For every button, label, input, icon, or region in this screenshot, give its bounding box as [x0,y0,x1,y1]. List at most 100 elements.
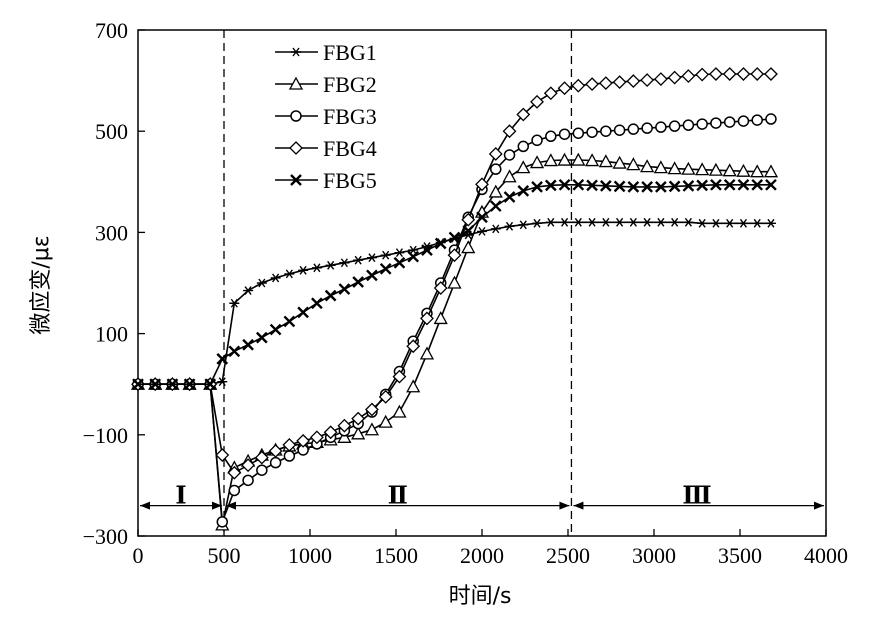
data-point [683,217,694,227]
phase-label: Ⅰ [175,484,186,510]
series-fbg5 [132,178,777,391]
data-point [669,217,680,227]
data-point [290,110,302,122]
data-point [217,377,228,387]
y-tick-label: 100 [95,322,128,347]
data-point [626,157,641,171]
data-point [406,339,421,354]
data-point [364,422,380,436]
data-point [255,331,268,344]
x-tick-label: 2000 [460,543,504,568]
data-point [204,378,217,391]
data-point [216,353,229,365]
series-line [138,73,771,474]
series-line [138,118,772,523]
data-point [763,164,779,178]
data-point [309,430,324,445]
y-tick-label: 300 [95,220,128,245]
data-point [557,152,572,166]
data-point [283,315,296,328]
data-point [751,114,763,126]
data-point [380,250,391,260]
data-point [132,378,144,391]
data-point [710,218,721,228]
data-point [600,217,611,227]
data-point [502,124,517,139]
data-point [586,126,598,138]
legend-item-fbg5: FBG5 [275,168,377,193]
phase-arrow-head [559,501,570,510]
data-point [573,217,584,227]
data-point [379,262,392,275]
phase-label: Ⅲ [682,484,711,510]
plot-frame [137,29,827,537]
data-point [488,147,503,161]
data-point [325,260,336,270]
data-point [586,179,598,192]
data-point [532,218,543,228]
data-point [667,70,682,85]
data-point [311,263,322,273]
data-point [571,152,586,166]
y-tick-label: −300 [83,524,128,549]
data-point [682,179,695,192]
data-point [599,179,612,192]
data-point [351,426,366,440]
data-point [710,117,722,129]
data-point [709,67,723,81]
data-point [461,212,476,227]
x-tick-label: 1000 [288,543,332,568]
data-point [695,67,710,82]
data-point [724,218,735,228]
legend-label: FBG3 [323,104,377,129]
data-point [598,76,613,91]
data-point [324,289,337,302]
data-point [765,178,777,191]
legend-label: FBG2 [323,72,377,97]
data-point [448,231,461,244]
series-fbg1 [133,217,776,389]
legend: FBG1 FBG2 FBG3 FBG4 FBG5 [275,40,377,193]
data-point [681,69,696,83]
data-point [256,464,268,476]
data-point [228,484,241,497]
data-point [241,458,255,473]
data-point [668,180,681,193]
data-point [337,429,352,443]
data-point [765,113,777,125]
data-point [544,179,557,192]
series-fbg4 [131,67,778,480]
data-point [655,121,667,133]
data-point [433,281,448,295]
data-point [752,218,763,228]
data-point [366,269,378,282]
y-axis-label: 微应变/με [29,235,54,334]
phase-label: Ⅱ [388,484,408,510]
data-point [489,200,502,212]
data-point [653,160,668,174]
data-point [653,72,668,87]
data-point [490,163,502,175]
data-point [503,191,516,203]
data-point [283,450,296,462]
data-point [407,250,420,263]
data-point [765,218,776,228]
x-tick-label: 500 [208,543,241,568]
x-tick-label: 2500 [546,543,590,568]
data-point [243,286,254,296]
legend-label: FBG4 [323,136,377,161]
x-tick-label: 3500 [718,543,762,568]
data-point [447,275,462,289]
data-point [284,269,295,279]
phase-arrow-head [140,501,150,510]
x-tick-label: 1500 [374,543,418,568]
data-point [722,67,737,81]
data-point [737,115,750,127]
data-point [289,141,303,155]
data-point [613,180,626,193]
data-point [503,149,516,161]
phase-arrow-head [226,501,236,510]
data-point [736,67,751,81]
data-point [392,369,407,384]
